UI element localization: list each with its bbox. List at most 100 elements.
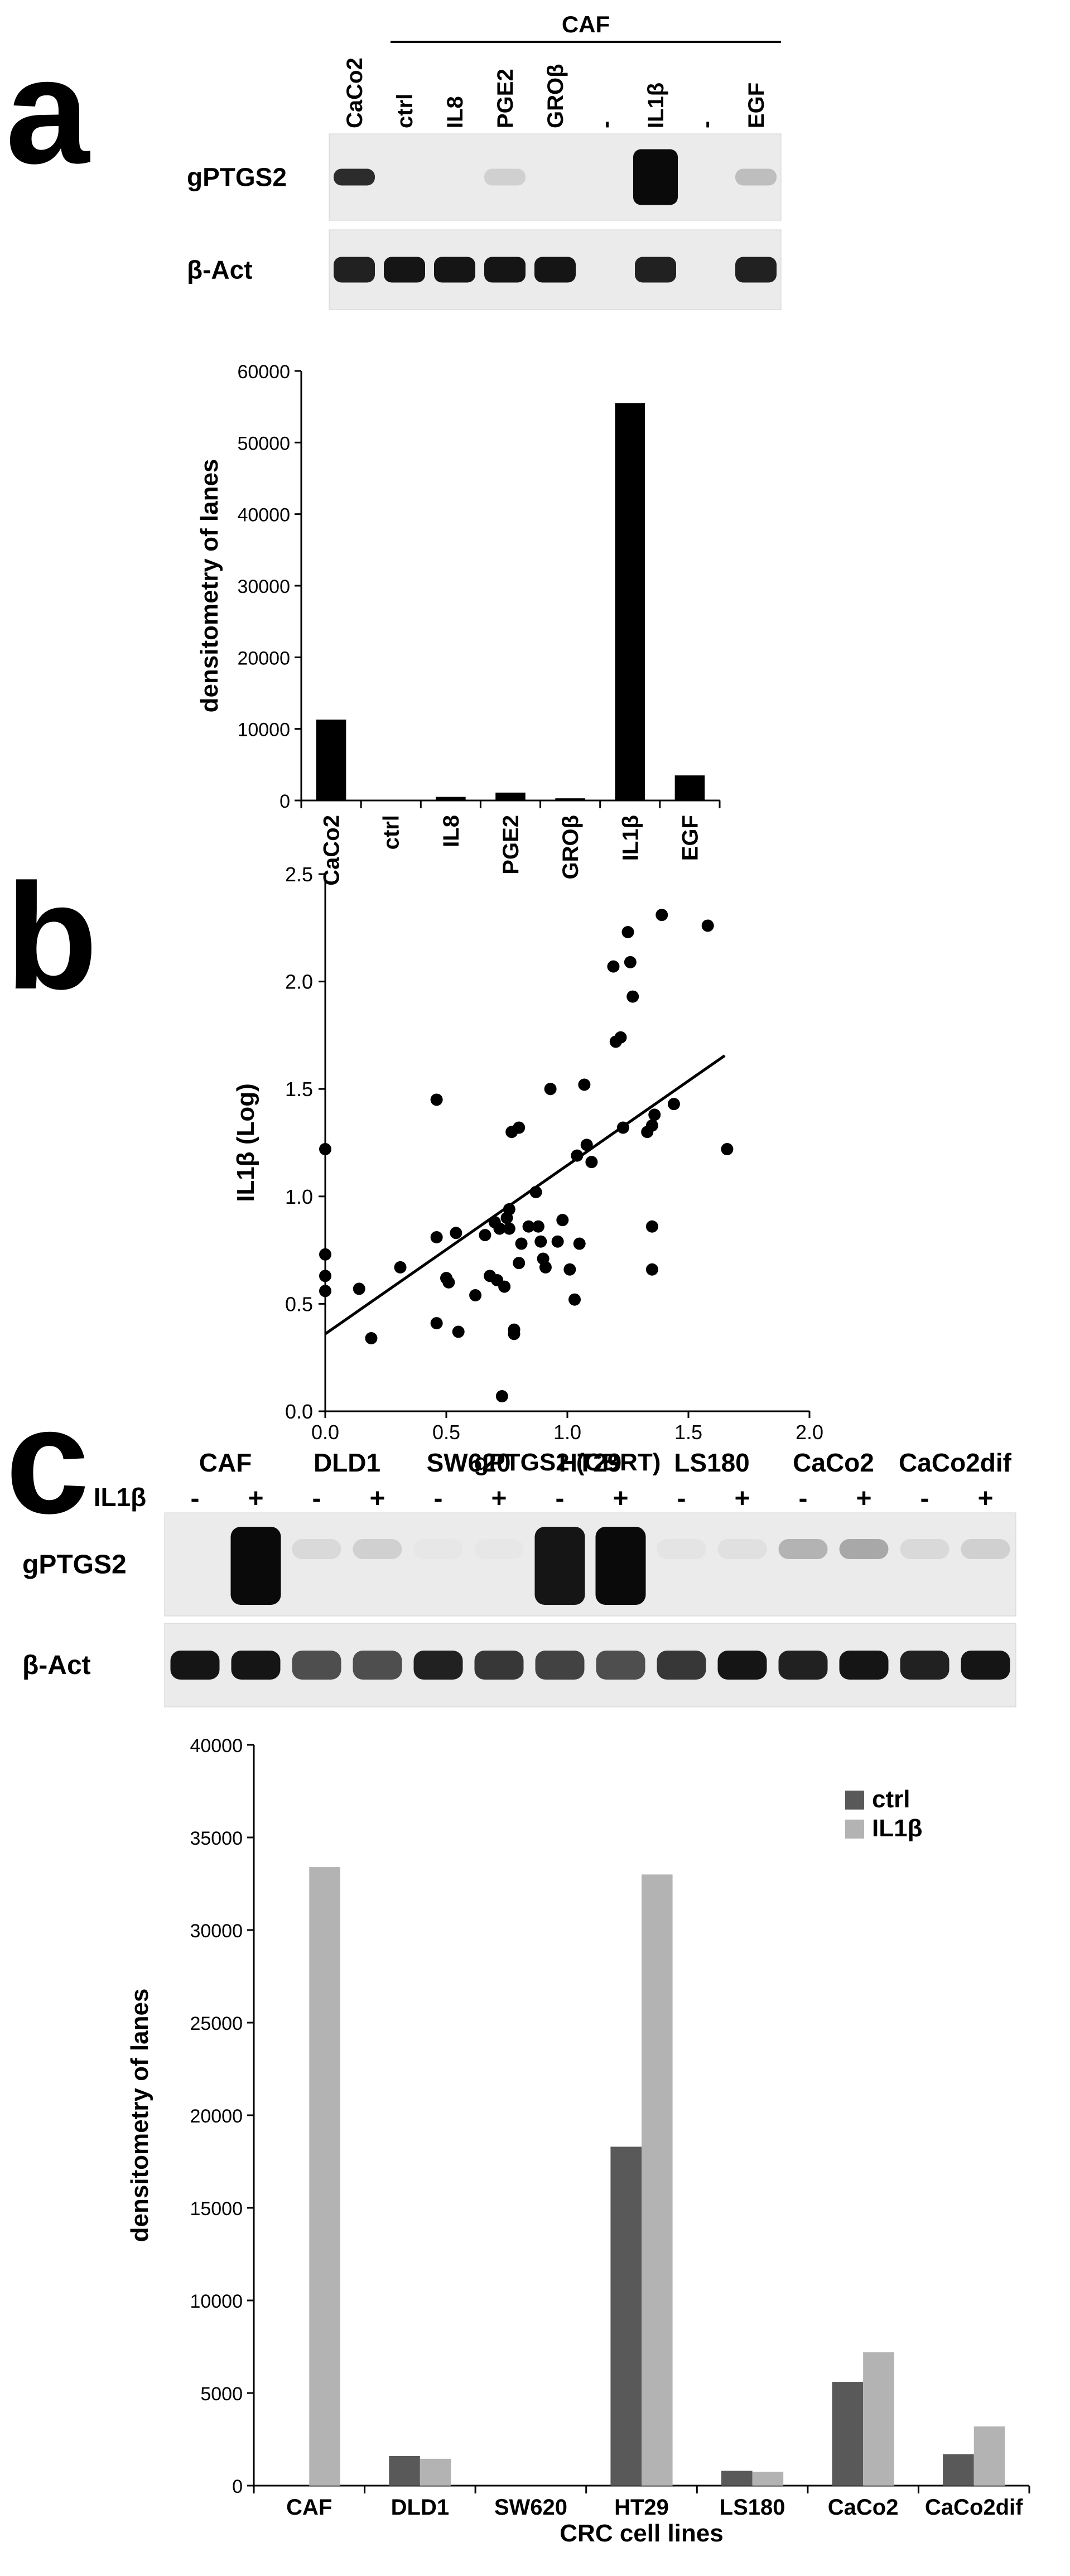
bar-dld1-ctrl [389, 2456, 420, 2486]
band-b-act-9 [717, 1651, 767, 1680]
lane-label-dash-5: - [594, 121, 618, 128]
x-tick-label: 1.0 [553, 1421, 581, 1444]
sign-12: - [920, 1484, 929, 1513]
row-label-b-act: β-Act [187, 255, 253, 284]
band-gptgs2-11 [839, 1539, 889, 1559]
scatter-point-62 [721, 1143, 734, 1156]
scatter-point-28 [513, 1257, 526, 1270]
scatter-point-31 [522, 1220, 535, 1233]
y-tick-label: 10000 [237, 720, 290, 741]
y-tick-label: 1.0 [285, 1185, 313, 1208]
cell-line-label-ls180: LS180 [674, 1448, 750, 1477]
x-category-label-il1b: IL1β [618, 815, 643, 861]
band-gptgs2-5 [474, 1539, 524, 1559]
x-category-label-ls180: LS180 [720, 2495, 785, 2520]
band-b-act-2 [434, 257, 475, 283]
band-b-act-10 [778, 1651, 828, 1680]
scatter-point-1 [319, 1248, 331, 1261]
band-gptgs2-6 [633, 149, 678, 205]
scatter-point-43 [573, 1237, 586, 1250]
sign-13: + [977, 1484, 993, 1513]
bar-chart-a: 0 10000 20000 30000 40000 50000 60000 densitome… [196, 361, 721, 886]
scatter-point-20 [495, 1390, 508, 1403]
band-b-act-0 [334, 257, 375, 283]
scatter-point-27 [508, 1328, 520, 1340]
x-category-label-sw620: SW620 [494, 2495, 567, 2520]
scatter-point-44 [578, 1078, 591, 1091]
y-tick-label: 0 [232, 2476, 243, 2497]
scatter-point-56 [645, 1220, 658, 1233]
lane-label-dash-7: - [694, 121, 719, 128]
lane-label-pge2-3: PGE2 [493, 69, 518, 128]
x-category-label-caco2: CaCo2 [320, 815, 344, 886]
scatter-point-59 [656, 909, 668, 922]
band-b-act-6 [635, 257, 676, 283]
scatter-point-2 [319, 1270, 331, 1282]
membrane-gptgs2 [164, 1512, 1016, 1617]
scatter-point-42 [571, 1149, 584, 1162]
band-gptgs2-0 [334, 168, 375, 186]
y-tick-label: 2.0 [285, 971, 313, 993]
scatter-chart-b: 0.0 0.5 1.0 1.5 2.0 2.5 0.0 0.5 1.0 1.5 2.0 IL1β (L… [232, 863, 823, 1476]
panel-letter-a: a [6, 27, 90, 195]
scatter-point-11 [442, 1276, 455, 1289]
membrane-gptgs2 [329, 133, 782, 221]
bar-pge2 [495, 792, 526, 800]
trendline [324, 1054, 726, 1335]
y-axis-title: densitometry of lanes [196, 459, 223, 713]
y-tick-label: 0.0 [285, 1400, 313, 1423]
sign-3: + [369, 1484, 385, 1513]
cell-line-label-ht29: HT29 [559, 1448, 621, 1477]
scatter-point-53 [626, 990, 639, 1003]
band-gptgs2-12 [900, 1539, 949, 1559]
sign-10: - [799, 1484, 808, 1513]
scatter-point-19 [493, 1222, 506, 1235]
scatter-point-51 [621, 926, 634, 939]
y-tick-label: 30000 [190, 1921, 243, 1942]
cell-line-label-caco2: CaCo2 [793, 1448, 874, 1477]
scatter-point-38 [551, 1235, 564, 1248]
bar-chart-c: 0 5000 10000 15000 20000 25000 30000 35000 40000… [126, 1735, 1030, 2547]
bar-caco2dif-ctrl [943, 2454, 974, 2486]
band-b-act-2 [292, 1651, 341, 1680]
band-b-act-8 [657, 1651, 706, 1680]
x-category-label-grob: GROβ [558, 815, 583, 880]
sign-2: - [312, 1484, 321, 1513]
x-tick-label: 0.0 [311, 1421, 339, 1444]
x-tick-label: 1.5 [674, 1421, 702, 1444]
scatter-point-15 [479, 1229, 491, 1242]
y-tick-label: 1.5 [285, 1078, 313, 1101]
scatter-point-3 [319, 1285, 331, 1297]
band-gptgs2-7 [595, 1527, 646, 1605]
x-category-label-dld1: DLD1 [391, 2495, 449, 2520]
band-gptgs2-8 [735, 168, 777, 186]
band-b-act-4 [413, 1651, 463, 1680]
band-gptgs2-10 [778, 1539, 828, 1559]
y-tick-label: 0 [279, 791, 290, 812]
band-b-act-11 [839, 1651, 889, 1680]
scatter-point-13 [452, 1325, 465, 1338]
y-tick-label: 40000 [190, 1735, 243, 1757]
cell-line-label-sw620: SW620 [427, 1448, 511, 1477]
x-category-label-pge2: PGE2 [499, 815, 523, 875]
scatter-point-46 [585, 1156, 598, 1169]
lane-label-egf-8: EGF [744, 83, 769, 128]
bar-caco2-ctrl [832, 2382, 864, 2486]
y-tick-label: 60000 [237, 361, 290, 383]
scatter-point-36 [539, 1261, 552, 1273]
x-tick-label: 2.0 [796, 1421, 823, 1444]
legend-swatch-il1b [845, 1820, 864, 1839]
scatter-point-58 [648, 1108, 661, 1121]
y-tick-label: 5000 [200, 2384, 243, 2405]
x-axis-title: CRC cell lines [560, 2520, 723, 2547]
x-category-label-caco2: CaCo2 [828, 2495, 899, 2520]
scatter-point-7 [430, 1093, 443, 1106]
scatter-point-47 [607, 960, 620, 973]
row-label-gptgs2: gPTGS2 [187, 163, 287, 192]
scatter-point-4 [353, 1282, 365, 1295]
sign-9: + [734, 1484, 750, 1513]
row-label-gptgs2: gPTGS2 [22, 1550, 127, 1580]
bar-il1b [615, 403, 645, 800]
bar-il8 [436, 797, 466, 800]
